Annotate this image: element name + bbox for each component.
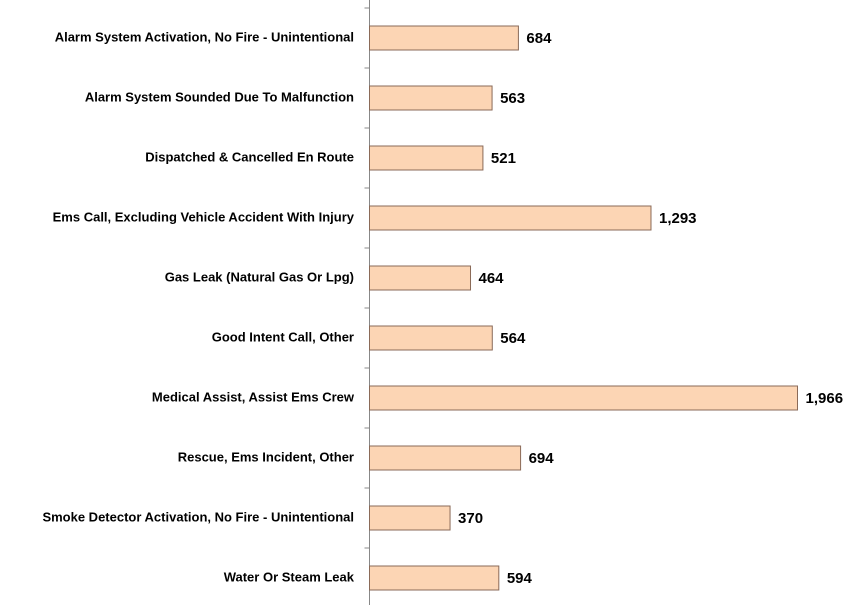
- category-label: Smoke Detector Activation, No Fire - Uni…: [42, 509, 354, 524]
- category-label: Alarm System Activation, No Fire - Unint…: [55, 29, 354, 44]
- bar: [369, 85, 493, 111]
- category-label: Medical Assist, Assist Ems Crew: [152, 389, 355, 404]
- value-label: 464: [479, 270, 505, 287]
- bar: [369, 325, 493, 351]
- value-label: 684: [526, 30, 552, 47]
- category-label: Alarm System Sounded Due To Malfunction: [85, 89, 354, 104]
- value-label: 521: [491, 150, 516, 167]
- value-label: 1,293: [659, 210, 697, 227]
- value-label: 1,966: [806, 390, 844, 407]
- bar: [369, 145, 484, 171]
- category-label: Ems Call, Excluding Vehicle Accident Wit…: [53, 209, 355, 224]
- value-label: 594: [507, 570, 533, 587]
- category-label: Gas Leak (Natural Gas Or Lpg): [165, 269, 354, 284]
- category-label: Rescue, Ems Incident, Other: [178, 449, 354, 464]
- bar: [369, 505, 451, 531]
- bar: [369, 565, 500, 591]
- bar: [369, 265, 472, 291]
- value-label: 370: [458, 510, 483, 527]
- value-label: 564: [500, 330, 526, 347]
- category-label: Dispatched & Cancelled En Route: [145, 149, 354, 164]
- bar: [369, 205, 652, 231]
- bar: [369, 385, 798, 411]
- value-label: 563: [500, 90, 525, 107]
- bar: [369, 445, 522, 471]
- value-label: 694: [529, 450, 555, 467]
- bar: [369, 25, 519, 51]
- category-label: Water Or Steam Leak: [224, 569, 355, 584]
- category-label: Good Intent Call, Other: [212, 329, 354, 344]
